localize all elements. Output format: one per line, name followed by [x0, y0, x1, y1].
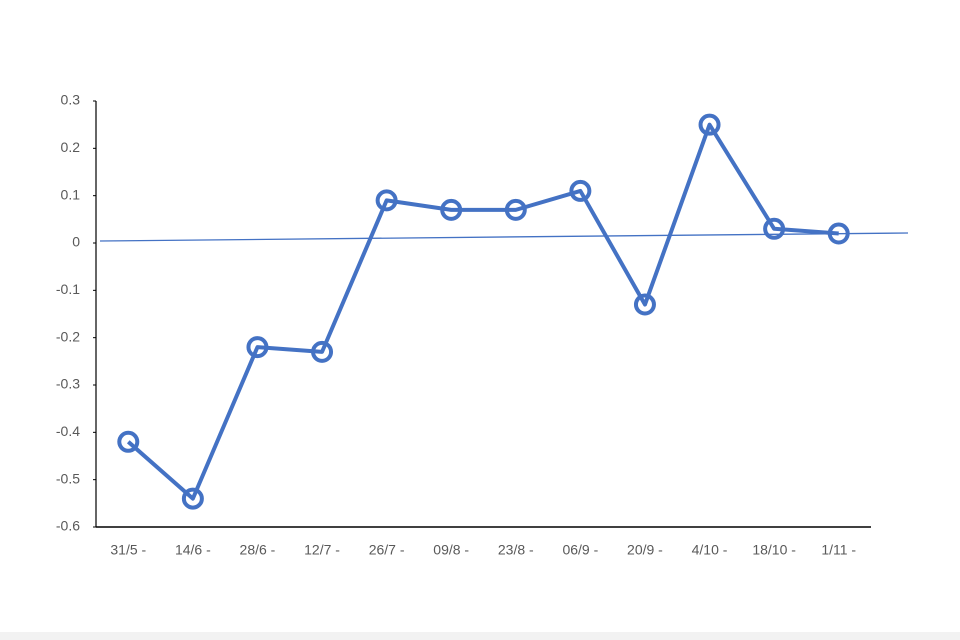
y-tick-label: -0.3 — [56, 376, 80, 392]
x-tick-label: 09/8 - — [433, 542, 469, 558]
point-marker — [181, 487, 204, 510]
y-tick-label: -0.4 — [56, 423, 80, 439]
y-tick-label: 0.3 — [61, 92, 81, 108]
point-marker — [375, 189, 398, 212]
x-tick-label: 14/6 - — [175, 542, 211, 558]
point-marker — [504, 198, 527, 221]
point-marker — [763, 217, 786, 240]
point-marker — [827, 222, 850, 245]
point-marker — [311, 340, 334, 363]
x-tick-label: 18/10 - — [752, 542, 796, 558]
x-tick-label: 12/7 - — [304, 542, 340, 558]
y-tick-label: -0.5 — [56, 470, 80, 486]
y-tick-label: -0.2 — [56, 328, 80, 344]
x-tick-label: 06/9 - — [562, 542, 598, 558]
point-marker — [633, 293, 656, 316]
x-tick-label: 20/9 - — [627, 542, 663, 558]
x-tick-label: 1/11 - — [821, 542, 856, 558]
y-tick-label: -0.6 — [56, 518, 80, 534]
point-marker — [117, 430, 140, 453]
x-tick-label: 26/7 - — [369, 542, 405, 558]
point-marker — [246, 336, 269, 359]
y-tick-label: 0.2 — [61, 139, 81, 155]
x-tick-label: 31/5 - — [110, 542, 146, 558]
x-tick-label: 4/10 - — [692, 542, 728, 558]
x-tick-label: 23/8 - — [498, 542, 534, 558]
y-tick-label: 0 — [72, 234, 80, 250]
reference-line — [99, 232, 909, 242]
y-tick-label: 0.1 — [61, 186, 81, 202]
series-line — [126, 122, 839, 501]
point-marker — [569, 179, 592, 202]
y-tick-label: -0.1 — [56, 281, 80, 297]
point-marker — [440, 198, 463, 221]
bottom-strip — [0, 632, 960, 640]
point-marker — [698, 113, 721, 136]
x-tick-label: 28/6 - — [240, 542, 276, 558]
